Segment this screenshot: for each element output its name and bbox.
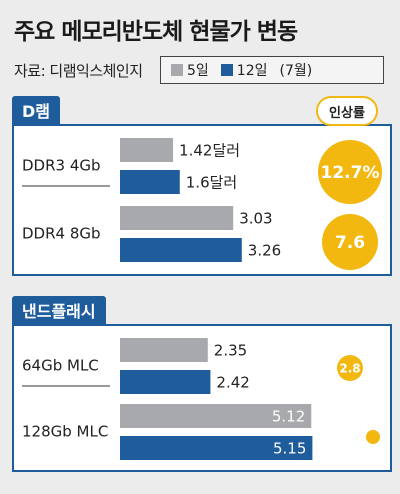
increase-callout: 인상률 — [316, 96, 378, 126]
legend-swatch-12 — [220, 64, 233, 76]
legend-month-label: (7월) — [279, 63, 313, 79]
legend-item-12: 12일 — [220, 60, 268, 80]
increase-label: 0.5 — [358, 412, 388, 432]
legend-month: (7월) — [280, 60, 313, 80]
data-label: 1.6달러 — [186, 174, 237, 192]
section-badge-dram: D램 — [12, 96, 61, 124]
bar — [120, 436, 313, 460]
category-label: 64Gb MLC — [22, 357, 99, 375]
bar — [120, 238, 242, 262]
data-label: 3.26 — [248, 242, 281, 260]
increase-label: 12.7% — [321, 163, 380, 183]
data-label: 3.03 — [239, 210, 272, 228]
legend-item-5: 5일 — [171, 60, 209, 80]
data-label: 2.42 — [216, 374, 249, 392]
bar — [120, 170, 180, 194]
increase-label: 7.6 — [335, 233, 365, 253]
bar — [120, 206, 234, 230]
bar — [120, 338, 208, 362]
increase-circle — [318, 140, 382, 204]
increase-label: 2.8 — [339, 362, 360, 376]
chart-title: 주요 메모리반도체 현물가 변동 — [14, 19, 298, 45]
source-note: 자료: 디램익스체인지 — [14, 62, 143, 80]
data-label: 1.42달러 — [179, 142, 240, 160]
category-label: DDR4 8Gb — [22, 225, 101, 243]
category-label: DDR3 4Gb — [22, 157, 101, 175]
bar — [120, 404, 312, 428]
increase-circle — [366, 430, 380, 444]
legend-label-5: 5일 — [187, 63, 209, 79]
data-label: 2.35 — [214, 342, 247, 360]
data-label: 5.12 — [272, 408, 305, 426]
increase-circle — [322, 214, 378, 270]
bar — [120, 370, 211, 394]
section-badge-nand: 낸드플래시 — [12, 296, 106, 324]
legend-label-12: 12일 — [236, 63, 268, 79]
legend-swatch-5 — [171, 64, 183, 76]
increase-circle — [337, 355, 363, 381]
data-label: 5.15 — [273, 440, 306, 458]
legend: 5일 12일 (7월) — [160, 56, 384, 84]
bar — [120, 138, 174, 162]
category-label: 128Gb MLC — [22, 423, 108, 441]
